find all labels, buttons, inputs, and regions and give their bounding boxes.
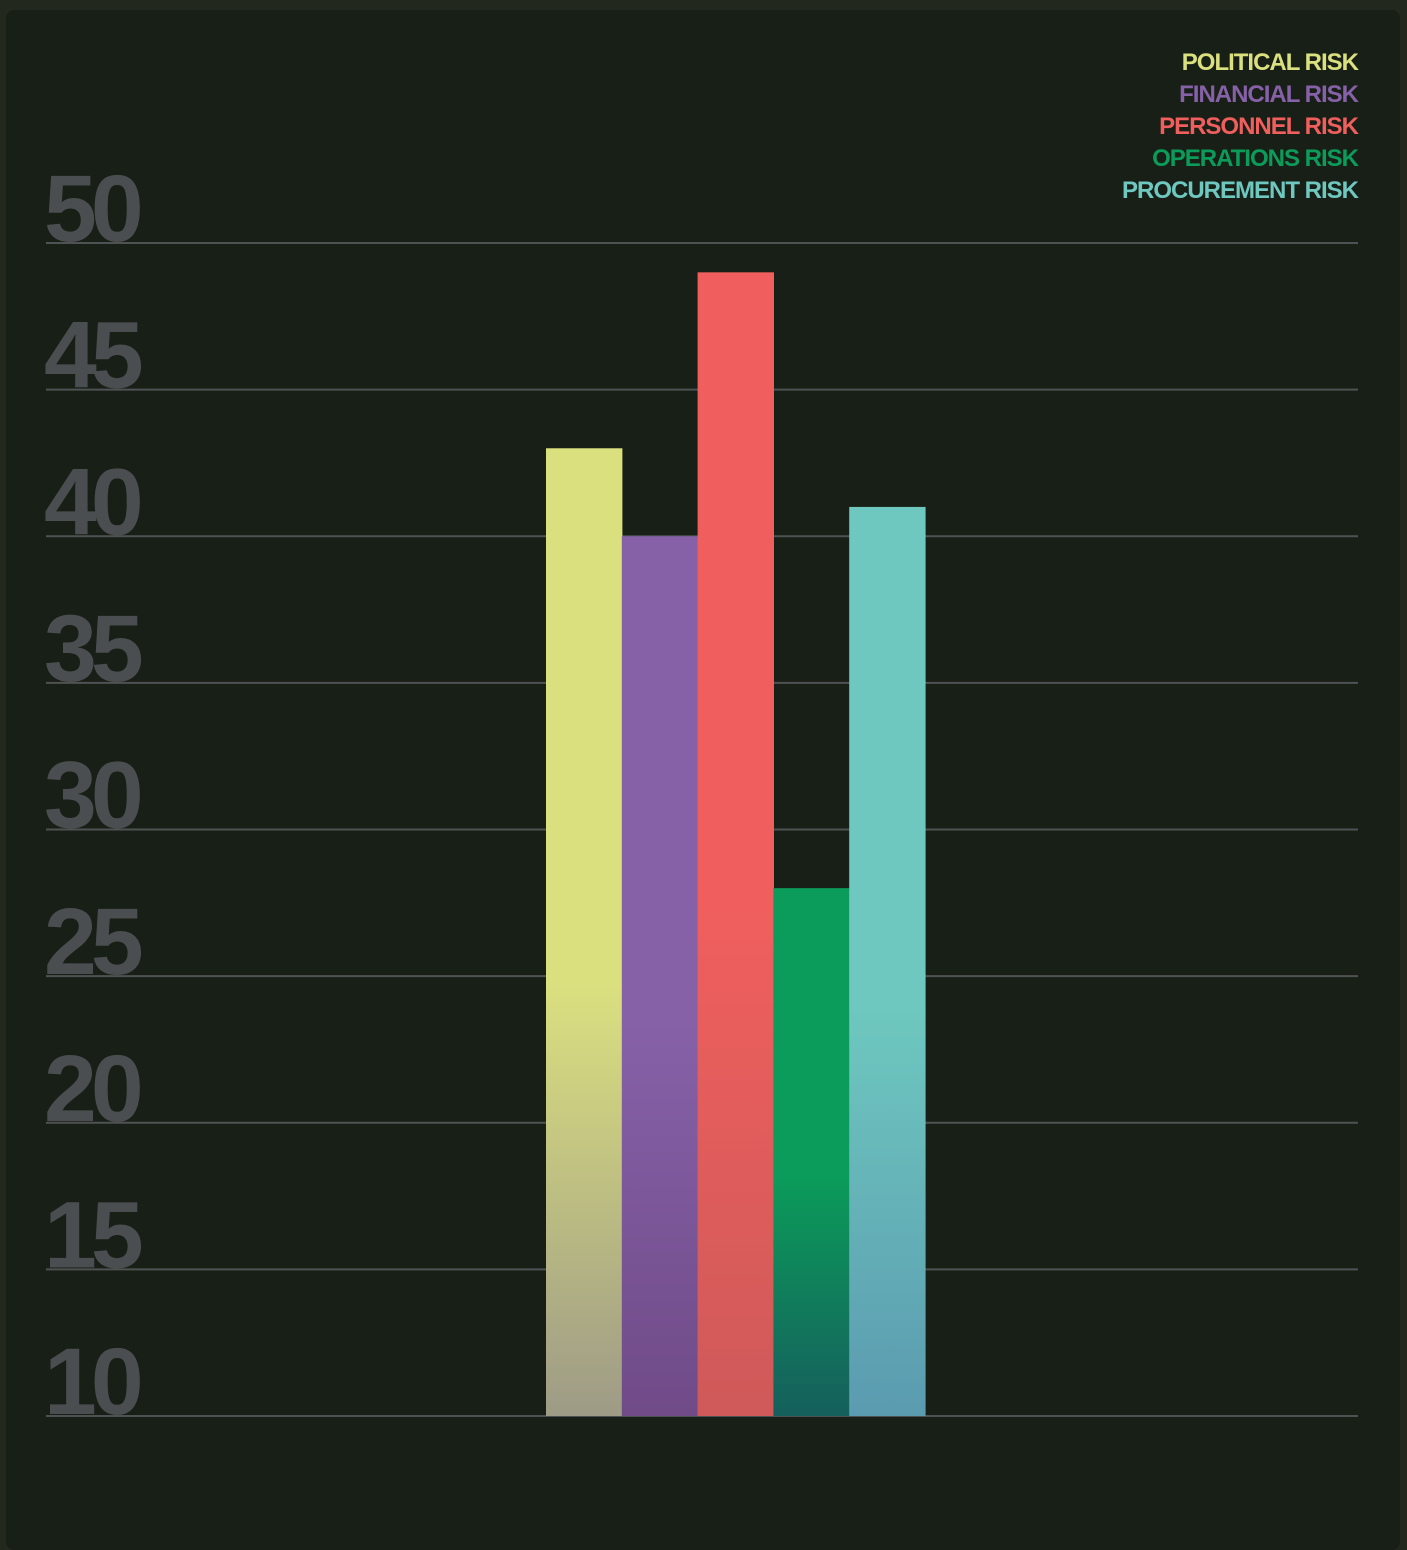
legend-item-political-risk: POLITICAL RISK bbox=[1182, 49, 1360, 76]
bar-political-risk bbox=[546, 448, 623, 1416]
y-tick-label-20: 20 bbox=[44, 1036, 140, 1142]
bar-procurement-risk bbox=[849, 506, 926, 1416]
legend-item-financial-risk: FINANCIAL RISK bbox=[1179, 81, 1360, 108]
y-axis-tick-labels: 50 45 40 35 30 25 20 15 10 bbox=[44, 156, 148, 1435]
legend: POLITICAL RISK FINANCIAL RISK PERSONNEL RI… bbox=[1122, 49, 1361, 204]
bars bbox=[546, 272, 926, 1417]
y-tick-label-30: 30 bbox=[44, 743, 140, 849]
bar-financial-risk bbox=[621, 536, 699, 1416]
y-tick-label-10: 10 bbox=[44, 1329, 140, 1435]
bar-personnel-risk bbox=[697, 272, 774, 1417]
bar-operations-risk bbox=[773, 888, 850, 1416]
legend-item-procurement-risk: PROCUREMENT RISK bbox=[1122, 177, 1360, 204]
y-tick-label-40: 40 bbox=[44, 449, 140, 555]
y-tick-label-15: 15 bbox=[44, 1182, 142, 1288]
legend-item-personnel-risk: PERSONNEL RISK bbox=[1159, 113, 1360, 140]
y-tick-label-50: 50 bbox=[44, 156, 140, 262]
legend-item-operations-risk: OPERATIONS RISK bbox=[1152, 145, 1360, 172]
y-tick-label-45: 45 bbox=[44, 303, 142, 409]
y-tick-label-25: 25 bbox=[44, 889, 142, 995]
y-tick-label-35: 35 bbox=[44, 596, 142, 702]
